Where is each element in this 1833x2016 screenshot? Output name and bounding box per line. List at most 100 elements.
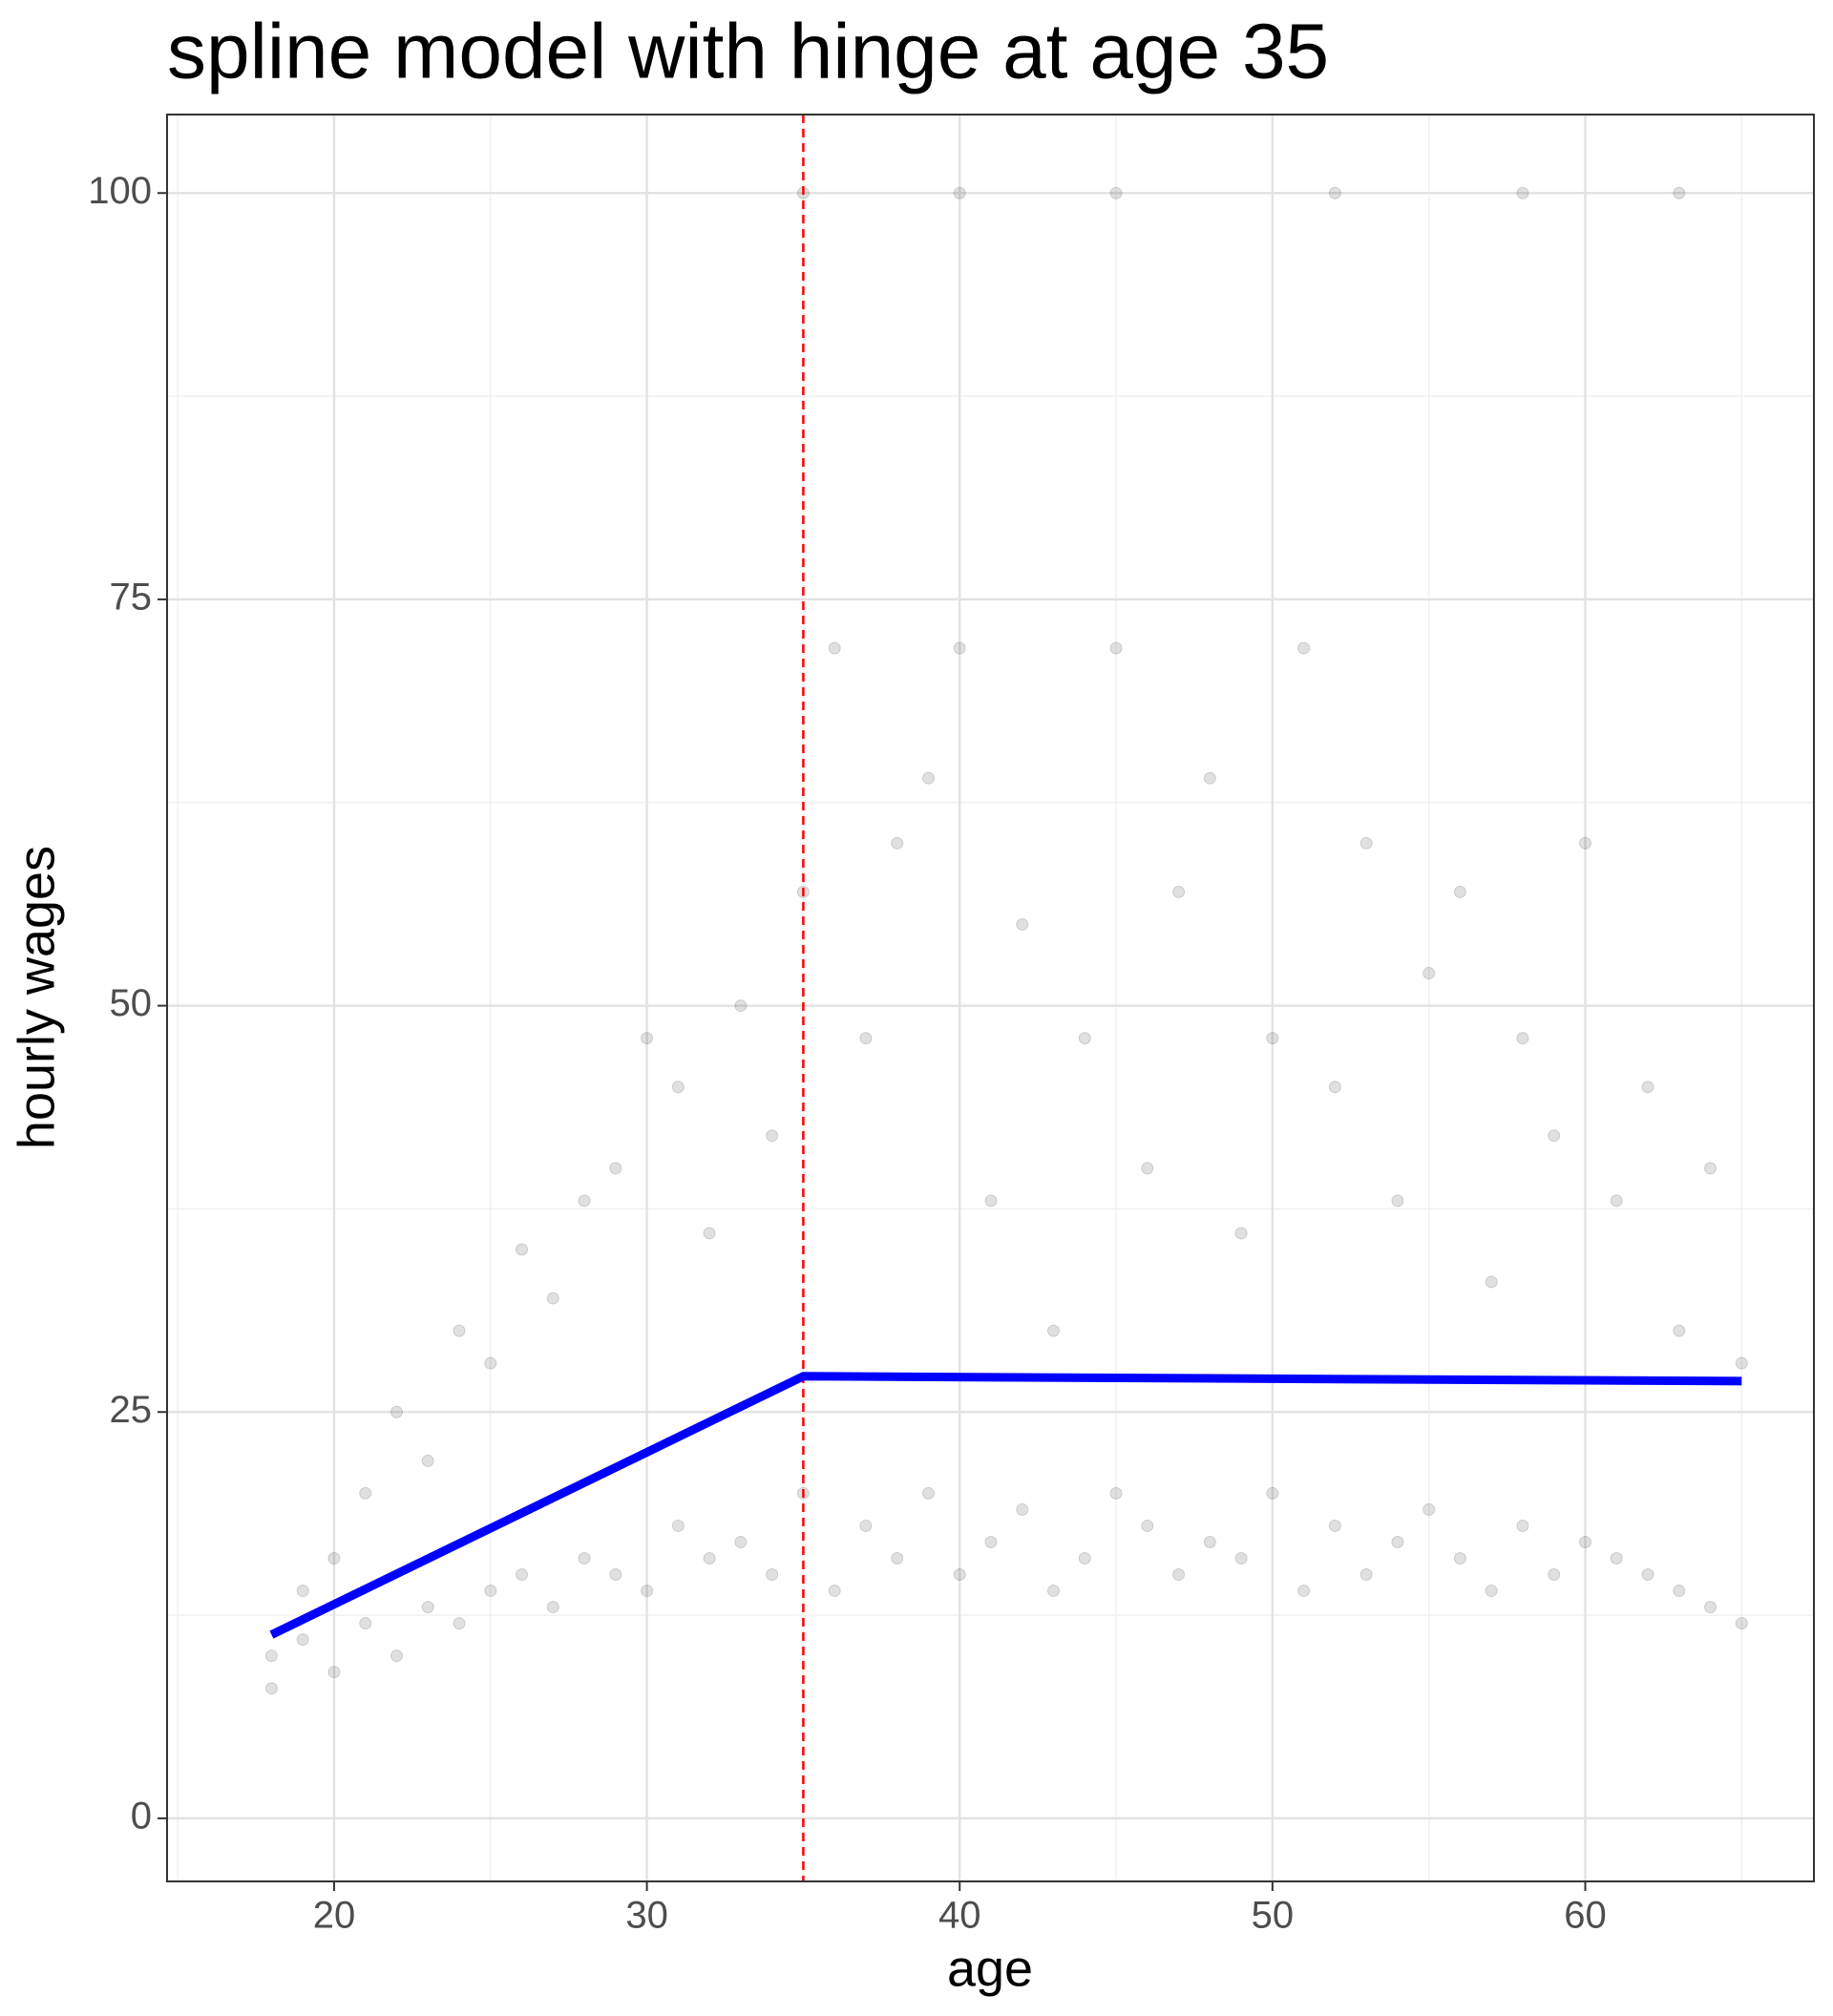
point [703,1227,716,1240]
y-tick-label: 100 [88,170,152,212]
point [921,771,935,785]
point [1109,1486,1123,1500]
point [1266,1486,1279,1500]
point [1673,186,1686,200]
point [1266,1032,1279,1045]
point [264,1682,278,1695]
point [1704,1162,1717,1175]
point [1453,885,1466,898]
point [327,1552,341,1565]
point [453,1324,466,1337]
point [921,1486,935,1500]
point [609,1568,622,1582]
point [1735,1617,1748,1630]
point [1548,1568,1561,1582]
x-tick-label: 30 [625,1895,668,1937]
point [641,1032,654,1045]
point [1297,1585,1311,1598]
point [296,1633,309,1647]
spline-line [269,1372,1742,1639]
point [484,1356,497,1370]
point [421,1454,434,1467]
x-axis-title: age [947,1940,1033,1997]
point [1203,1535,1216,1548]
point [1047,1324,1061,1337]
point [1328,186,1341,200]
point [891,836,904,850]
point [1172,1568,1186,1582]
point [1704,1601,1717,1614]
point [953,1568,966,1582]
point [1516,1519,1529,1532]
point [1328,1519,1341,1532]
y-tick-label: 25 [110,1389,153,1431]
point [1141,1519,1154,1532]
point [641,1585,654,1598]
point [1328,1081,1341,1094]
point [828,641,841,655]
point [359,1486,372,1500]
point [1297,641,1311,655]
point [546,1601,559,1614]
point [390,1649,403,1663]
point [1453,1552,1466,1565]
point [1078,1032,1091,1045]
point [359,1617,372,1630]
point [1422,967,1436,980]
point [1610,1552,1623,1565]
point [671,1081,685,1094]
point [1359,1568,1373,1582]
point [609,1162,622,1175]
point [1578,1535,1591,1548]
point [327,1666,341,1679]
point [1485,1585,1498,1598]
y-axis-title: hourly wages [8,846,65,1149]
point [578,1194,591,1208]
chart-title: spline model with hinge at age 35 [167,9,1329,95]
x-tick-label: 20 [313,1895,356,1937]
point [891,1552,904,1565]
point [1109,186,1123,200]
point [1109,641,1123,655]
point [1172,885,1186,898]
point [1516,1032,1529,1045]
x-tick-label: 50 [1252,1895,1295,1937]
point [1078,1552,1091,1565]
point [984,1194,998,1208]
point [1203,771,1216,785]
y-tick-label: 50 [110,982,153,1024]
point [1673,1585,1686,1598]
point [1234,1552,1248,1565]
point [453,1617,466,1630]
point [703,1552,716,1565]
panel-border [166,114,1815,1882]
point [1578,836,1591,850]
point [734,1535,748,1548]
point [1673,1324,1686,1337]
point [1016,917,1029,931]
point [1016,1502,1029,1516]
point [766,1568,779,1582]
x-tick-label: 40 [938,1895,981,1937]
point [296,1585,309,1598]
y-tick-label: 0 [131,1795,152,1837]
x-tick-label: 60 [1564,1895,1607,1937]
point [390,1405,403,1418]
point [671,1519,685,1532]
point [1641,1081,1654,1094]
point [734,999,748,1013]
point [766,1129,779,1143]
point [264,1649,278,1663]
point [984,1535,998,1548]
point [1047,1585,1061,1598]
point [516,1568,529,1582]
point [546,1292,559,1305]
point [1391,1194,1404,1208]
point [1391,1535,1404,1548]
point [1641,1568,1654,1582]
point [484,1585,497,1598]
point [953,641,966,655]
point [1735,1356,1748,1370]
y-tick-label: 75 [110,576,153,618]
